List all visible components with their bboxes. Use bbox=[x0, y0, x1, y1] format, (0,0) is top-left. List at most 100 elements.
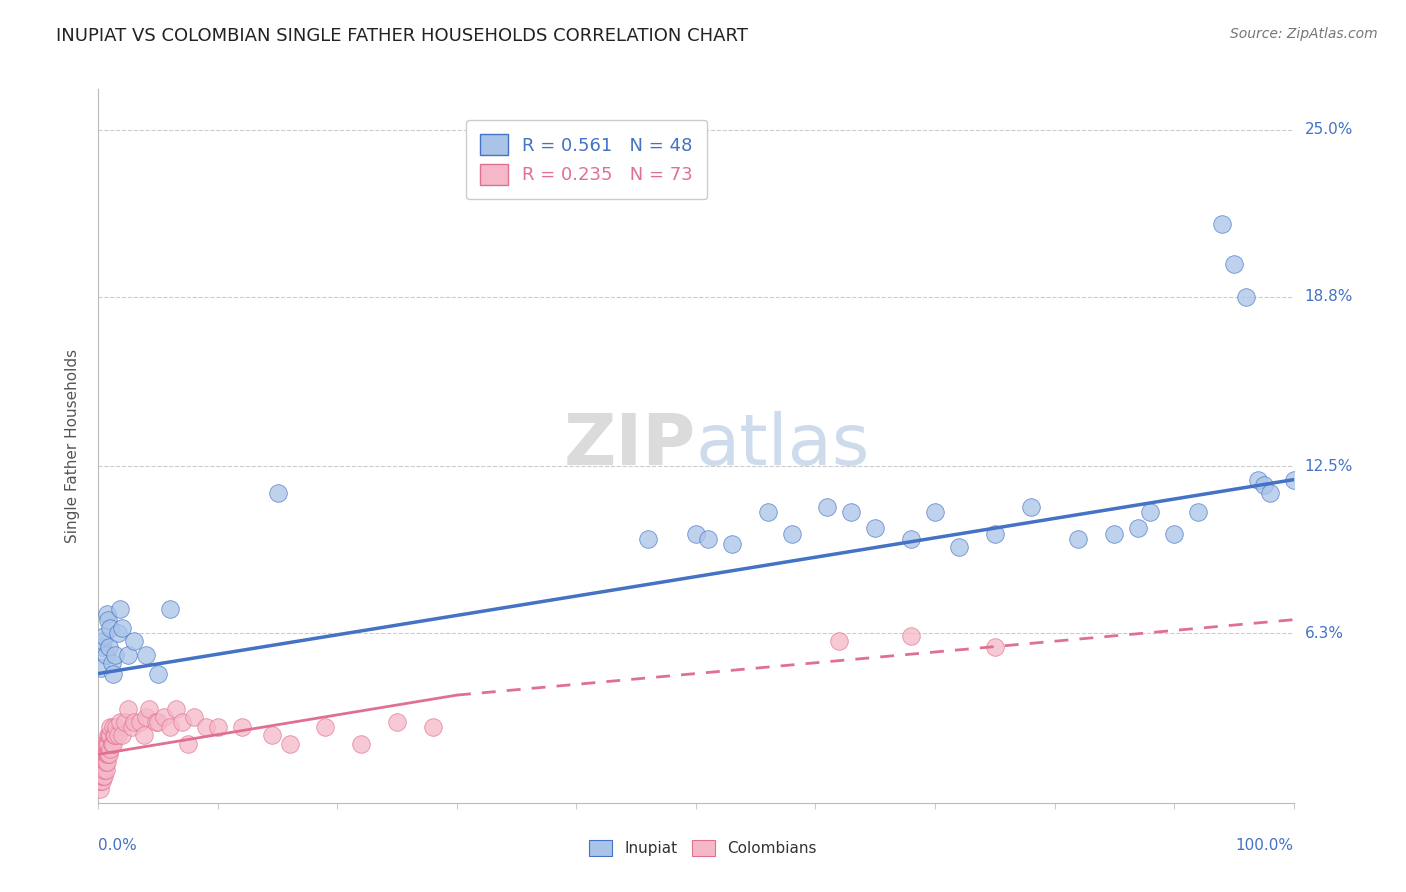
Point bbox=[101, 666, 124, 681]
Point bbox=[96, 756, 118, 770]
Point bbox=[780, 526, 803, 541]
Point bbox=[93, 756, 115, 770]
Point bbox=[948, 540, 970, 554]
Point bbox=[101, 737, 124, 751]
Point bbox=[111, 729, 134, 743]
Point bbox=[124, 714, 146, 729]
Point bbox=[124, 634, 146, 648]
Point bbox=[1234, 289, 1257, 303]
Point bbox=[96, 747, 118, 762]
Point bbox=[114, 714, 136, 729]
Text: ZIP: ZIP bbox=[564, 411, 696, 481]
Point bbox=[90, 756, 112, 770]
Point bbox=[91, 769, 114, 783]
Point bbox=[172, 714, 194, 729]
Point bbox=[1223, 257, 1246, 271]
Point bbox=[93, 769, 115, 783]
Point bbox=[148, 714, 170, 729]
Point bbox=[177, 737, 200, 751]
Point bbox=[315, 720, 337, 734]
Point bbox=[1139, 505, 1161, 519]
Point bbox=[148, 666, 170, 681]
Point bbox=[91, 640, 114, 654]
Point bbox=[91, 634, 114, 648]
Point bbox=[97, 613, 120, 627]
Point bbox=[207, 720, 229, 734]
Point bbox=[104, 648, 127, 662]
Text: 100.0%: 100.0% bbox=[1236, 838, 1294, 853]
Point bbox=[828, 634, 851, 648]
Point bbox=[815, 500, 838, 514]
Point bbox=[900, 532, 922, 546]
Point bbox=[145, 714, 167, 729]
Point bbox=[93, 629, 115, 643]
Point bbox=[984, 640, 1007, 654]
Point bbox=[89, 769, 111, 783]
Text: 12.5%: 12.5% bbox=[1305, 458, 1353, 474]
Point bbox=[1211, 217, 1233, 231]
Point bbox=[1019, 500, 1042, 514]
Point bbox=[93, 764, 115, 778]
Point bbox=[1104, 526, 1126, 541]
Point bbox=[98, 747, 121, 762]
Point bbox=[89, 774, 111, 789]
Point bbox=[107, 626, 129, 640]
Point bbox=[260, 729, 283, 743]
Legend: R = 0.561   N = 48, R = 0.235   N = 73: R = 0.561 N = 48, R = 0.235 N = 73 bbox=[465, 120, 707, 199]
Point bbox=[97, 729, 120, 743]
Point bbox=[91, 756, 114, 770]
Point bbox=[96, 737, 118, 751]
Point bbox=[90, 764, 112, 778]
Point bbox=[98, 621, 122, 635]
Point bbox=[111, 621, 134, 635]
Point bbox=[107, 729, 129, 743]
Point bbox=[135, 648, 157, 662]
Point bbox=[278, 737, 301, 751]
Point bbox=[1067, 532, 1090, 546]
Point bbox=[984, 526, 1007, 541]
Point bbox=[350, 737, 373, 751]
Point bbox=[117, 701, 139, 715]
Point bbox=[91, 747, 114, 762]
Point bbox=[195, 720, 218, 734]
Point bbox=[89, 782, 111, 797]
Text: Source: ZipAtlas.com: Source: ZipAtlas.com bbox=[1230, 27, 1378, 41]
Text: 6.3%: 6.3% bbox=[1305, 625, 1344, 640]
Point bbox=[91, 756, 114, 770]
Point bbox=[97, 737, 120, 751]
Point bbox=[105, 720, 128, 734]
Point bbox=[1247, 473, 1270, 487]
Y-axis label: Single Father Households: Single Father Households bbox=[65, 349, 80, 543]
Point bbox=[108, 714, 131, 729]
Point bbox=[98, 640, 121, 654]
Text: 0.0%: 0.0% bbox=[98, 838, 138, 853]
Point bbox=[637, 532, 659, 546]
Point bbox=[165, 701, 187, 715]
Text: 25.0%: 25.0% bbox=[1305, 122, 1353, 137]
Point bbox=[104, 729, 127, 743]
Point bbox=[1163, 526, 1185, 541]
Point bbox=[1187, 505, 1209, 519]
Point bbox=[721, 537, 744, 551]
Point bbox=[385, 714, 409, 729]
Point bbox=[756, 505, 779, 519]
Point bbox=[91, 774, 114, 789]
Point bbox=[91, 769, 114, 783]
Point bbox=[94, 764, 117, 778]
Point bbox=[94, 747, 117, 762]
Point bbox=[94, 737, 117, 751]
Point bbox=[132, 729, 155, 743]
Point bbox=[159, 720, 181, 734]
Point bbox=[96, 607, 118, 622]
Point bbox=[90, 769, 112, 783]
Point bbox=[108, 602, 131, 616]
Point bbox=[90, 661, 112, 675]
Point bbox=[91, 747, 114, 762]
Point bbox=[91, 764, 114, 778]
Point bbox=[100, 737, 122, 751]
Point bbox=[129, 714, 152, 729]
Point bbox=[97, 747, 120, 762]
Point bbox=[685, 526, 707, 541]
Point bbox=[183, 709, 205, 723]
Point bbox=[267, 486, 290, 500]
